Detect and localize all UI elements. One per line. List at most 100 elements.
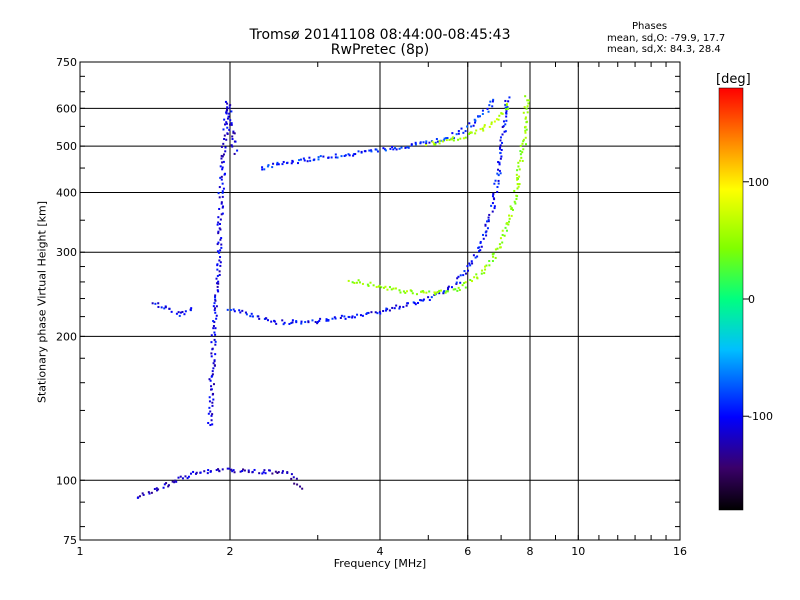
- data-point: [508, 220, 511, 223]
- data-point: [225, 121, 228, 124]
- data-point: [217, 216, 220, 219]
- data-point: [232, 469, 235, 472]
- data-point: [151, 302, 154, 305]
- data-point: [442, 292, 445, 295]
- data-point: [300, 320, 303, 323]
- data-point: [451, 132, 454, 135]
- data-point: [355, 281, 358, 284]
- colorbar-tick-label: 100: [748, 176, 769, 189]
- x-tick-label: 10: [571, 545, 585, 558]
- data-point: [340, 155, 343, 158]
- data-point: [493, 205, 496, 208]
- data-point: [208, 378, 211, 381]
- data-point: [370, 149, 373, 152]
- data-point: [391, 306, 394, 309]
- data-point: [177, 311, 180, 314]
- data-point: [404, 291, 407, 294]
- data-point: [523, 106, 526, 109]
- data-point: [481, 109, 484, 112]
- data-point: [462, 274, 465, 277]
- data-point: [215, 317, 218, 320]
- data-point: [491, 195, 494, 198]
- data-point: [218, 273, 221, 276]
- data-point: [241, 470, 244, 473]
- x-tick-label: 16: [673, 545, 687, 558]
- data-point: [461, 284, 464, 287]
- data-point: [290, 322, 293, 325]
- data-point: [214, 295, 217, 298]
- data-point: [526, 105, 529, 108]
- data-point: [163, 483, 166, 486]
- data-point: [522, 138, 525, 141]
- data-point: [211, 401, 214, 404]
- data-point: [271, 166, 274, 169]
- data-point: [476, 277, 479, 280]
- data-point: [511, 208, 514, 211]
- data-point: [318, 319, 321, 322]
- data-point: [518, 175, 521, 178]
- data-point: [224, 146, 227, 149]
- data-point: [435, 138, 438, 141]
- data-point: [498, 169, 501, 172]
- data-point: [262, 471, 265, 474]
- data-point: [211, 404, 214, 407]
- data-point: [316, 322, 319, 325]
- data-point: [296, 483, 299, 486]
- data-point: [374, 311, 377, 314]
- data-point: [261, 168, 264, 171]
- data-point: [504, 123, 507, 126]
- data-point: [499, 144, 502, 147]
- data-point: [267, 164, 270, 167]
- data-point: [452, 136, 455, 139]
- y-tick-label: 750: [56, 56, 77, 69]
- data-point: [502, 120, 505, 123]
- data-point: [301, 487, 304, 490]
- data-point: [229, 104, 232, 107]
- data-point: [513, 189, 516, 192]
- data-point: [493, 120, 496, 123]
- data-point: [218, 227, 221, 230]
- data-point: [470, 131, 473, 134]
- data-point: [495, 118, 498, 121]
- data-point: [407, 302, 410, 305]
- data-point: [266, 319, 269, 322]
- data-point: [455, 281, 458, 284]
- data-point: [497, 182, 500, 185]
- data-point: [216, 250, 219, 253]
- data-point: [286, 471, 289, 474]
- data-point: [263, 469, 266, 472]
- data-point: [405, 290, 408, 293]
- data-point: [221, 195, 224, 198]
- data-point: [217, 232, 220, 235]
- y-tick-label: 200: [56, 330, 77, 343]
- data-point: [220, 213, 223, 216]
- data-point: [443, 137, 446, 140]
- data-point: [488, 104, 491, 107]
- data-point: [272, 162, 275, 165]
- data-point: [491, 100, 494, 103]
- data-point: [217, 468, 220, 471]
- data-point: [372, 284, 375, 287]
- data-point: [210, 355, 213, 358]
- data-point: [162, 486, 165, 489]
- data-point: [281, 163, 284, 166]
- data-point: [452, 288, 455, 291]
- data-point: [436, 140, 439, 143]
- data-point: [288, 322, 291, 325]
- data-point: [504, 99, 507, 102]
- data-point: [247, 469, 250, 472]
- data-point: [178, 314, 181, 317]
- data-point: [521, 151, 524, 154]
- data-point: [212, 362, 215, 365]
- data-point: [504, 103, 507, 106]
- data-point: [398, 289, 401, 292]
- data-point: [175, 480, 178, 483]
- data-point: [487, 216, 490, 219]
- data-point: [343, 154, 346, 157]
- data-point: [221, 168, 224, 171]
- data-point: [518, 183, 521, 186]
- data-point: [366, 283, 369, 286]
- data-point: [210, 414, 213, 417]
- data-point: [229, 119, 232, 122]
- data-point: [257, 315, 260, 318]
